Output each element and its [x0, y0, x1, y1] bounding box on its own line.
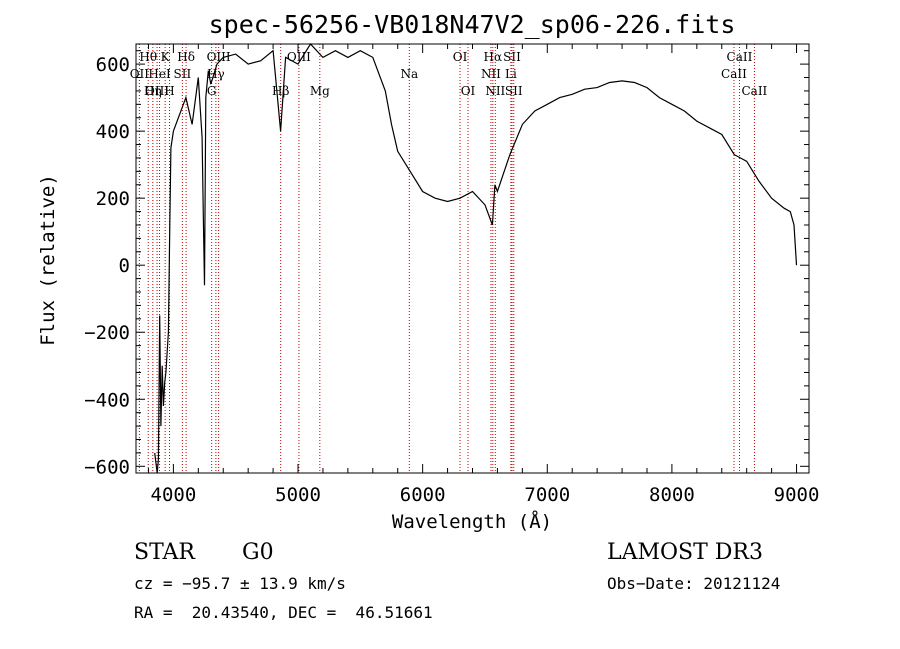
- line-label-17: OI: [461, 84, 476, 98]
- line-label-24: CaII: [727, 50, 753, 64]
- chart-title: spec-56256-VB018N47V2_sp06-226.fits: [209, 10, 736, 39]
- line-label-22: Li: [505, 67, 517, 81]
- redshift-cz: cz = −95.7 ± 13.9 km/s: [134, 574, 346, 593]
- line-label-23: SII: [505, 84, 523, 98]
- line-label-2: OIII: [145, 84, 169, 98]
- observation-date: Obs−Date: 20121124: [607, 574, 781, 593]
- line-label-25: CaII: [721, 67, 747, 81]
- line-label-1: OII: [130, 67, 150, 81]
- x-tick-label-1: 5000: [275, 484, 321, 506]
- object-class: STAR: [134, 540, 195, 565]
- survey-name: LAMOST DR3: [607, 540, 763, 565]
- line-label-12: Hβ: [272, 84, 289, 98]
- line-label-6: H: [164, 84, 174, 98]
- line-label-14: Mg: [310, 84, 330, 98]
- x-tick-label-3: 7000: [524, 484, 570, 506]
- line-label-8: Hδ: [177, 50, 195, 64]
- x-tick-label-0: 4000: [151, 484, 197, 506]
- line-label-5: K: [161, 50, 171, 64]
- x-tick-label-2: 6000: [400, 484, 446, 506]
- line-label-20: NII: [485, 84, 505, 98]
- line-label-18: Hα: [484, 50, 503, 64]
- line-label-21: SII: [503, 50, 521, 64]
- y-tick-label-2: −200: [84, 322, 130, 344]
- plot-frame: [135, 43, 810, 474]
- axis-ticks: 4000 5000 6000 7000 8000 9000 −600 −400 −200 0 200…: [84, 44, 819, 506]
- y-tick-label-4: 200: [96, 188, 130, 210]
- line-label-7: SII: [174, 67, 192, 81]
- line-label-26: CaII: [741, 84, 767, 98]
- y-tick-label-5: 400: [96, 121, 130, 143]
- y-tick-label-6: 600: [96, 54, 130, 76]
- line-label-11: G: [207, 84, 217, 98]
- x-axis-label: Wavelength (Å): [392, 510, 552, 533]
- line-label-3: HeI: [148, 67, 171, 81]
- spectrum-series: [154, 43, 798, 474]
- y-tick-label-3: 0: [119, 255, 130, 277]
- line-label-19: NII: [481, 67, 501, 81]
- y-tick-label-1: −400: [84, 389, 130, 411]
- line-label-4: Hη: [144, 84, 162, 98]
- x-tick-label-4: 8000: [649, 484, 695, 506]
- y-tick-label-0: −600: [84, 456, 130, 478]
- line-label-0: Hθ: [139, 50, 157, 64]
- x-tick-label-5: 9000: [774, 484, 820, 506]
- ra-dec: RA = 20.43540, DEC = 46.51661: [134, 603, 433, 622]
- line-label-16: OI: [453, 50, 468, 64]
- line-label-15: Na: [400, 67, 418, 81]
- line-label-9: OIII: [207, 50, 231, 64]
- object-subclass: G0: [242, 540, 274, 565]
- y-axis-label: Flux (relative): [37, 174, 59, 346]
